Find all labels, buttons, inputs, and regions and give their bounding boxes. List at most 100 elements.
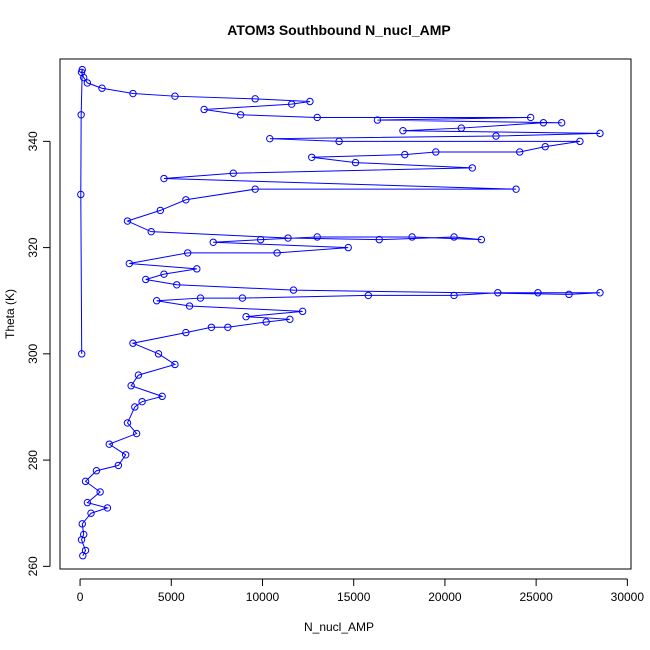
data-point bbox=[242, 312, 250, 321]
data-point bbox=[289, 286, 298, 294]
x-tick-label: 20000 bbox=[428, 590, 462, 604]
data-point bbox=[142, 275, 150, 284]
data-point bbox=[78, 350, 86, 358]
data-point bbox=[364, 291, 373, 300]
data-point bbox=[154, 350, 163, 358]
data-point bbox=[313, 233, 321, 241]
data-point bbox=[98, 84, 106, 92]
x-tick-label: 10000 bbox=[246, 590, 280, 604]
plot-frame bbox=[59, 58, 632, 570]
x-tick-label: 5000 bbox=[158, 590, 185, 604]
data-point bbox=[375, 235, 383, 244]
y-tick-label: 320 bbox=[26, 237, 40, 257]
data-point bbox=[229, 169, 238, 177]
y-tick-label: 260 bbox=[26, 556, 40, 576]
data-point bbox=[123, 217, 132, 225]
data-point bbox=[185, 302, 194, 310]
data-point bbox=[266, 134, 274, 143]
x-axis: 0 5000 10000 15000 20000 25000 30000 bbox=[77, 578, 644, 604]
chart-title: ATOM3 Southbound N_nucl_AMP bbox=[227, 22, 450, 38]
data-point bbox=[105, 440, 113, 448]
data-point bbox=[468, 164, 476, 172]
data-point bbox=[308, 153, 316, 161]
data-point bbox=[134, 371, 143, 379]
data-point bbox=[129, 89, 137, 98]
y-tick-label: 340 bbox=[26, 131, 40, 151]
data-point bbox=[298, 307, 307, 316]
data-point bbox=[286, 315, 294, 324]
data-point bbox=[171, 360, 179, 369]
data-point bbox=[171, 92, 179, 100]
data-point bbox=[103, 504, 112, 512]
data-point bbox=[399, 127, 407, 135]
data-point bbox=[565, 290, 573, 299]
data-point bbox=[512, 185, 520, 193]
y-tick-label: 300 bbox=[26, 344, 40, 364]
data-point bbox=[152, 297, 161, 305]
data-point bbox=[262, 318, 270, 326]
y-axis-label: Theta (K) bbox=[3, 289, 17, 339]
data-point bbox=[182, 196, 190, 204]
data-point bbox=[160, 270, 168, 278]
data-point bbox=[77, 190, 85, 199]
data-point bbox=[344, 243, 352, 252]
data-point bbox=[516, 148, 524, 156]
data-point bbox=[534, 289, 542, 297]
data-point bbox=[78, 65, 86, 74]
data-point bbox=[236, 111, 245, 119]
data-point bbox=[541, 142, 549, 151]
data-point bbox=[373, 116, 382, 124]
data-point bbox=[207, 323, 216, 331]
data-point bbox=[209, 238, 217, 246]
data-point bbox=[147, 227, 155, 236]
data-point bbox=[576, 137, 584, 146]
data-point bbox=[127, 382, 135, 390]
data-point bbox=[83, 498, 92, 507]
data-point bbox=[335, 137, 343, 146]
data-point bbox=[114, 461, 123, 470]
data-point bbox=[273, 249, 281, 257]
data-point bbox=[596, 289, 604, 297]
data-point bbox=[123, 419, 132, 427]
data-point bbox=[81, 477, 90, 486]
data-point bbox=[129, 339, 137, 347]
data-point bbox=[351, 158, 360, 167]
data-point bbox=[132, 429, 141, 438]
data-point bbox=[131, 403, 139, 411]
data-point bbox=[477, 235, 486, 244]
data-point bbox=[125, 259, 134, 268]
data-point bbox=[408, 233, 416, 241]
data-point bbox=[557, 119, 566, 127]
data-point bbox=[77, 111, 85, 119]
data-point bbox=[306, 97, 314, 106]
series-line bbox=[80, 69, 601, 556]
data-point bbox=[238, 294, 247, 302]
data-point bbox=[432, 148, 440, 156]
data-point bbox=[121, 451, 130, 459]
data-point bbox=[138, 397, 146, 406]
data-point bbox=[450, 291, 458, 300]
data-point bbox=[224, 323, 232, 331]
data-point bbox=[183, 249, 192, 257]
data-point bbox=[256, 235, 265, 244]
data-point bbox=[87, 509, 95, 517]
data-point bbox=[457, 124, 466, 132]
data-point bbox=[196, 294, 205, 302]
data-point bbox=[284, 234, 292, 242]
x-tick-label: 25000 bbox=[519, 590, 553, 604]
data-point bbox=[80, 530, 88, 539]
data-point bbox=[160, 174, 168, 183]
data-point bbox=[182, 328, 190, 337]
data-point bbox=[251, 185, 259, 193]
y-tick-label: 280 bbox=[26, 450, 40, 470]
data-point bbox=[81, 546, 90, 555]
x-tick-label: 15000 bbox=[337, 590, 371, 604]
data-point bbox=[193, 265, 201, 273]
data-point bbox=[450, 233, 458, 241]
data-point bbox=[158, 392, 166, 401]
data-point bbox=[156, 206, 165, 215]
x-axis-label: N_nucl_AMP bbox=[304, 620, 374, 634]
data-point bbox=[596, 129, 604, 138]
data-point bbox=[526, 113, 535, 122]
